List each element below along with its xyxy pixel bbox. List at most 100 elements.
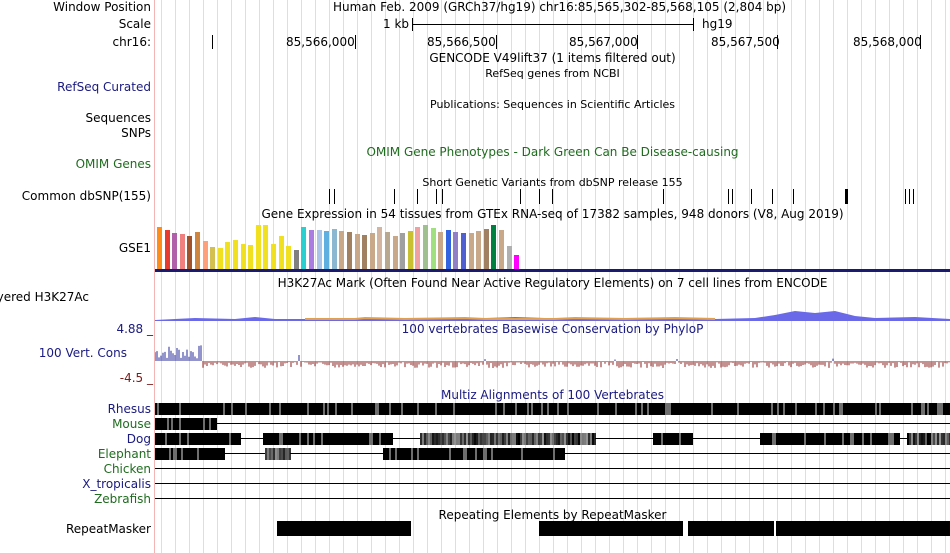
gtex-tissue-bar[interactable] — [217, 248, 223, 269]
gtex-tissue-bar[interactable] — [240, 244, 246, 269]
snp-mark[interactable] — [913, 189, 914, 204]
snp-mark[interactable] — [552, 189, 553, 204]
snp-mark[interactable] — [845, 189, 846, 204]
snp-mark[interactable] — [539, 189, 540, 204]
layered-h3k27ac-label[interactable]: Layered H3K27Ac — [0, 290, 89, 304]
snp-mark[interactable] — [772, 189, 773, 204]
gtex-tissue-bar[interactable] — [278, 236, 284, 269]
alignment-block — [810, 433, 812, 445]
gtex-tissue-bar[interactable] — [179, 234, 185, 269]
h3k27ac-signal[interactable] — [155, 295, 950, 321]
gtex-expression-bars[interactable] — [155, 222, 950, 270]
snp-mark[interactable] — [751, 189, 752, 204]
repeat-element[interactable] — [688, 521, 774, 536]
gtex-tissue-bar[interactable] — [438, 232, 444, 269]
gtex-tissue-bar[interactable] — [514, 255, 520, 269]
gtex-tissue-bar[interactable] — [331, 229, 337, 269]
snp-mark[interactable] — [442, 189, 443, 204]
species-mouse-label[interactable]: Mouse — [112, 417, 151, 431]
snp-mark[interactable] — [520, 189, 521, 204]
gtex-tissue-bar[interactable] — [347, 232, 352, 269]
snp-mark[interactable] — [417, 189, 418, 204]
snp-mark[interactable] — [847, 189, 848, 204]
gtex-tissue-bar[interactable] — [392, 236, 398, 269]
gtex-tissue-bar[interactable] — [453, 232, 459, 269]
gtex-tissue-bar[interactable] — [476, 231, 482, 269]
gtex-tissue-bar[interactable] — [225, 242, 231, 269]
gtex-tissue-bar[interactable] — [461, 233, 466, 269]
gtex-tissue-bar[interactable] — [301, 227, 307, 269]
gtex-tissue-bar[interactable] — [172, 233, 178, 269]
snps-label[interactable]: SNPs — [121, 126, 151, 140]
gtex-tissue-bar[interactable] — [385, 232, 390, 269]
gtex-tissue-bar[interactable] — [309, 230, 314, 269]
snp-mark[interactable] — [793, 189, 794, 204]
species-xtropicalis-label[interactable]: X_tropicalis — [82, 477, 151, 491]
gtex-tissue-bar[interactable] — [362, 235, 368, 269]
gtex-tissue-bar[interactable] — [210, 247, 216, 269]
alignment-block — [199, 403, 201, 415]
alignment-block — [792, 433, 794, 445]
gtex-tissue-bar[interactable] — [483, 229, 489, 269]
gtex-tissue-bar[interactable] — [499, 230, 504, 269]
gtex-tissue-bar[interactable] — [491, 225, 497, 269]
gtex-tissue-bar[interactable] — [415, 227, 421, 269]
snp-mark[interactable] — [329, 189, 330, 204]
refseq-curated-label[interactable]: RefSeq Curated — [57, 80, 151, 94]
gtex-tissue-bar[interactable] — [430, 228, 436, 269]
multiz-alignment-rows[interactable] — [155, 402, 950, 507]
gtex-tissue-bar[interactable] — [202, 241, 208, 269]
gtex-tissue-bar[interactable] — [377, 227, 383, 269]
gtex-tissue-bar[interactable] — [407, 231, 413, 269]
snp-mark[interactable] — [394, 189, 395, 204]
snp-mark[interactable] — [663, 189, 664, 204]
gtex-tissue-bar[interactable] — [339, 231, 345, 269]
pane-divider[interactable] — [154, 0, 155, 553]
repeat-element[interactable] — [776, 521, 950, 536]
gtex-tissue-bar[interactable] — [271, 244, 276, 269]
snp-mark[interactable] — [732, 189, 733, 204]
sequences-label[interactable]: Sequences — [85, 111, 151, 125]
gtex-tissue-bar[interactable] — [286, 246, 292, 269]
cons-track-label[interactable]: 100 Vert. Cons — [38, 346, 127, 360]
gtex-tissue-bar[interactable] — [157, 227, 162, 269]
repeatmasker-label[interactable]: RepeatMasker — [65, 522, 151, 536]
omim-genes-label[interactable]: OMIM Genes — [75, 157, 151, 171]
gse1-gene-bar[interactable] — [155, 269, 950, 272]
snp-mark[interactable] — [728, 189, 729, 204]
gtex-tissue-bar[interactable] — [255, 225, 261, 269]
gtex-tissue-bar[interactable] — [354, 234, 360, 269]
gtex-tissue-bar[interactable] — [400, 233, 406, 269]
snp-mark[interactable] — [846, 189, 847, 204]
gtex-tissue-bar[interactable] — [506, 246, 512, 269]
track-image-area[interactable]: Human Feb. 2009 (GRCh37/hg19) chr16:85,5… — [155, 0, 950, 553]
snp-mark[interactable] — [436, 189, 437, 204]
common-dbsnp-label[interactable]: Common dbSNP(155) — [21, 189, 151, 203]
gtex-tissue-bar[interactable] — [316, 230, 322, 269]
snp-mark[interactable] — [905, 189, 906, 204]
gtex-tissue-bar[interactable] — [233, 240, 238, 269]
repeat-element[interactable] — [277, 521, 411, 536]
species-elephant-label[interactable]: Elephant — [97, 447, 151, 461]
gtex-tissue-bar[interactable] — [468, 233, 474, 269]
alignment-block — [512, 433, 514, 445]
snp-mark[interactable] — [334, 189, 335, 204]
gtex-tissue-bar[interactable] — [263, 225, 269, 269]
gtex-tissue-bar[interactable] — [324, 231, 330, 269]
gtex-tissue-bar[interactable] — [369, 233, 375, 269]
snp-mark[interactable] — [909, 189, 910, 204]
gtex-tissue-bar[interactable] — [195, 232, 200, 269]
gse1-label[interactable]: GSE1 — [118, 241, 151, 255]
phylop-conservation-plot[interactable] — [155, 341, 950, 373]
gtex-tissue-bar[interactable] — [164, 230, 170, 269]
species-chicken-label[interactable]: Chicken — [103, 462, 151, 476]
species-dog-label[interactable]: Dog — [126, 432, 151, 446]
gtex-tissue-bar[interactable] — [445, 230, 451, 269]
gtex-tissue-bar[interactable] — [293, 250, 299, 269]
species-zebrafish-label[interactable]: Zebrafish — [94, 492, 151, 506]
repeat-element[interactable] — [539, 521, 683, 536]
species-rhesus-label[interactable]: Rhesus — [107, 402, 151, 416]
gtex-tissue-bar[interactable] — [248, 245, 254, 269]
gtex-tissue-bar[interactable] — [423, 225, 428, 269]
gtex-tissue-bar[interactable] — [187, 236, 193, 269]
